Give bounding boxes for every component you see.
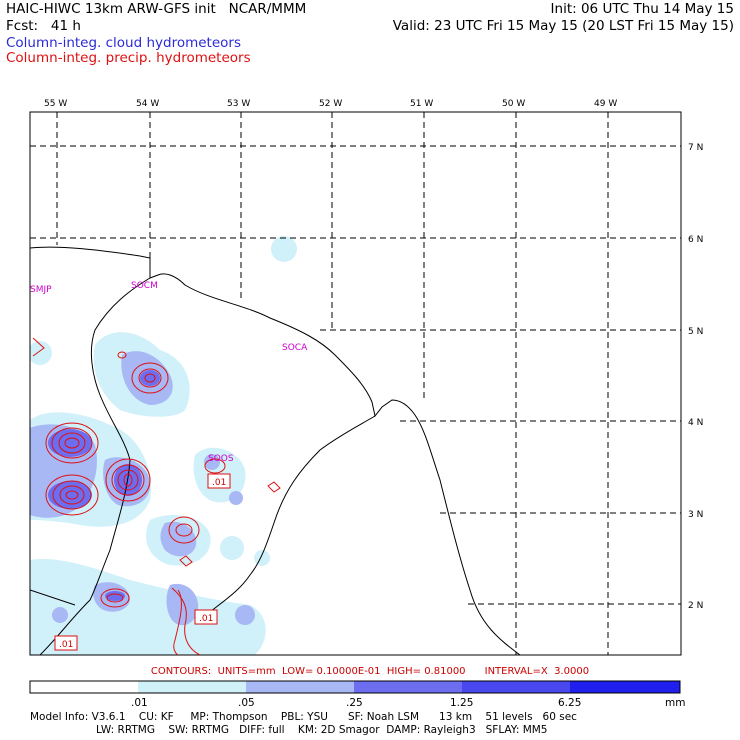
colorbar-unit: mm [665,697,686,709]
precip-contour [64,437,80,449]
title-line: HAIC-HIWC 13km ARW-GFS init NCAR/MMM [6,1,307,17]
border [209,415,376,613]
colorbar-label: .01 [131,697,148,709]
precip-contour [171,587,201,655]
precip-contour [144,373,156,383]
colorbar-segment [30,681,138,693]
forecast-hour: Fcst: 41 h [6,18,81,34]
cloud-core [105,591,125,601]
station-label: SOCA [282,343,308,353]
lat-labels: 7 N 6 N 5 N 4 N 3 N 2 N [688,143,703,611]
lat-tick-label: 2 N [688,601,703,611]
precip-contour [52,480,92,510]
field-precip-label: Column-integ. precip. hydrometeors [6,50,251,66]
precip-contour [117,351,127,359]
cloud-hydrometeor-shading [30,236,297,655]
coastlines [30,246,521,655]
cloud-area [52,607,68,623]
colorbar-segment [246,681,354,693]
colorbar-label: 1.25 [450,697,474,709]
precip-contour [179,555,193,567]
station-label: SMJP [30,285,52,295]
cloud-core [140,370,160,386]
precip-contour [168,516,200,544]
precip-contour [58,432,86,454]
precip-contour [173,589,182,655]
colorbar-segment [570,681,680,693]
init-time: Init: 06 UTC Thu 14 May 15 [550,1,734,17]
precip-contour [59,485,85,505]
precip-contour [51,427,93,459]
precip-contour [65,490,79,500]
precip-contour [105,458,151,502]
precip-contours [32,337,281,655]
colorbar [29,680,681,694]
lat-tick-label: 4 N [688,418,703,428]
precip-contour [100,588,130,608]
coastline [30,246,521,655]
cloud-area [166,583,199,626]
lon-tick-label: 53 W [227,99,250,109]
cloud-area [235,605,255,625]
lon-tick-label: 50 W [502,99,525,109]
lon-tick-label: 49 W [594,99,617,109]
precip-contour [111,464,145,496]
contour-label: .01 [199,614,213,624]
model-info-line2: LW: RRTMG SW: RRTMG DIFF: full KM: 2D Sm… [96,724,548,736]
precip-contour [45,422,99,464]
stations: SMJP SOCM SOCA SOOS [30,281,308,464]
lat-tick-label: 5 N [688,327,703,337]
station-label: SOCM [131,281,158,291]
colorbar-label: .25 [346,697,363,709]
cloud-area [30,341,52,365]
colorbar-segment [354,681,462,693]
cloud-area [271,236,297,262]
valid-time: Valid: 23 UTC Fri 15 May 15 (20 LST Fri … [392,18,734,34]
cloud-area [229,491,243,505]
lat-lon-grid [30,112,681,655]
contour-label: .01 [212,478,226,488]
lon-tick-label: 52 W [319,99,342,109]
precip-contour [32,337,45,357]
cloud-area [30,559,266,655]
station-label: SOOS [208,454,234,464]
field-cloud-label: Column-integ. cloud hydrometeors [6,35,242,51]
cloud-area [220,536,244,560]
precip-contour [131,362,169,394]
lat-tick-label: 6 N [688,235,703,245]
plot-frame [29,111,682,656]
colorbar-label: .05 [238,697,255,709]
contours-info: CONTOURS: UNITS=mm LOW= 0.10000E-01 HIGH… [150,666,590,677]
model-info-line1: Model Info: V3.6.1 CU: KF MP: Thompson P… [30,711,577,723]
colorbar-label: 6.25 [558,697,582,709]
precip-contour [267,481,281,493]
precip-contour [45,474,99,516]
colorbar-segment [138,681,246,693]
border [30,589,76,606]
lat-tick-label: 3 N [688,510,703,520]
precip-contour [106,593,124,603]
lat-tick-label: 7 N [688,143,703,153]
colorbar-segment [462,681,570,693]
lon-labels: 55 W 54 W 53 W 52 W 51 W 50 W 49 W [44,99,617,109]
cloud-area [254,550,270,566]
precip-contour [175,523,193,537]
lon-tick-label: 51 W [410,99,433,109]
precip-contour [138,368,162,388]
lon-tick-label: 55 W [44,99,67,109]
border [39,277,151,655]
cloud-core [48,481,92,509]
contour-label: .01 [59,640,73,650]
precip-contour [117,469,139,491]
precip-contour [204,458,226,474]
contour-labels: .01 .01 .01 [54,473,231,651]
colorbar-frame [29,680,681,694]
cloud-area [204,454,220,470]
precip-contour [123,473,133,487]
lon-tick-label: 54 W [136,99,159,109]
